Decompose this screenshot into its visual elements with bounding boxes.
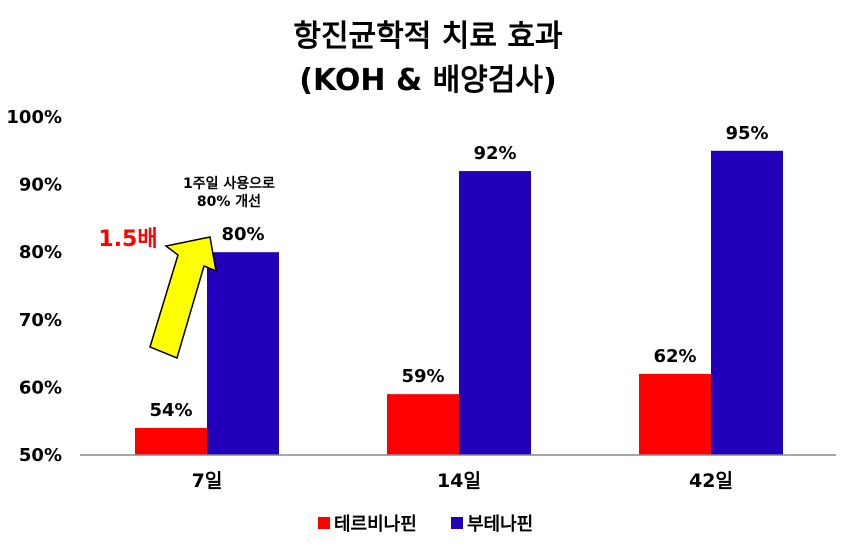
improvement-arrow	[149, 236, 217, 360]
legend: 테르비나핀 부테나핀	[318, 514, 533, 535]
category-label: 7일	[192, 470, 223, 492]
bar-butenafine	[207, 252, 279, 455]
y-tick-label: 90%	[19, 175, 62, 196]
multiplier-label: 1.5배	[98, 227, 157, 252]
legend-swatch-butenafine	[451, 517, 463, 529]
y-tick-label: 70%	[19, 310, 62, 331]
y-tick-label: 50%	[19, 445, 62, 466]
data-label: 62%	[653, 346, 696, 367]
y-tick-label: 80%	[19, 242, 62, 263]
legend-label-butenafine: 부테나핀	[467, 514, 533, 535]
y-tick-label: 100%	[6, 107, 62, 128]
data-label: 59%	[401, 366, 444, 387]
y-axis-ticks: 50% 60% 70% 80% 90% 100%	[6, 107, 62, 466]
annotation-line2: 80% 개선	[197, 194, 261, 210]
legend-label-terbinafine: 테르비나핀	[334, 514, 417, 535]
data-label: 95%	[725, 123, 768, 144]
annotation-line1: 1주일 사용으로	[183, 176, 275, 192]
data-label: 80%	[221, 224, 264, 245]
data-label: 54%	[149, 400, 192, 421]
bar-terbinafine	[135, 427, 207, 455]
bar-terbinafine	[387, 394, 459, 455]
category-label: 42일	[689, 470, 733, 492]
data-labels: 54% 80% 59% 92% 62% 95%	[149, 123, 768, 421]
category-label: 14일	[437, 470, 481, 492]
data-label: 92%	[473, 143, 516, 164]
category-labels: 7일 14일 42일	[192, 470, 733, 492]
legend-swatch-terbinafine	[318, 517, 330, 529]
y-tick-label: 60%	[19, 377, 62, 398]
chart-title-line2: (KOH & 배양검사)	[299, 63, 556, 98]
chart-title-line1: 항진균학적 치료 효과	[293, 19, 563, 54]
bars	[135, 150, 783, 456]
bar-butenafine	[459, 171, 531, 455]
bar-butenafine	[711, 150, 783, 456]
bar-terbinafine	[639, 373, 711, 455]
